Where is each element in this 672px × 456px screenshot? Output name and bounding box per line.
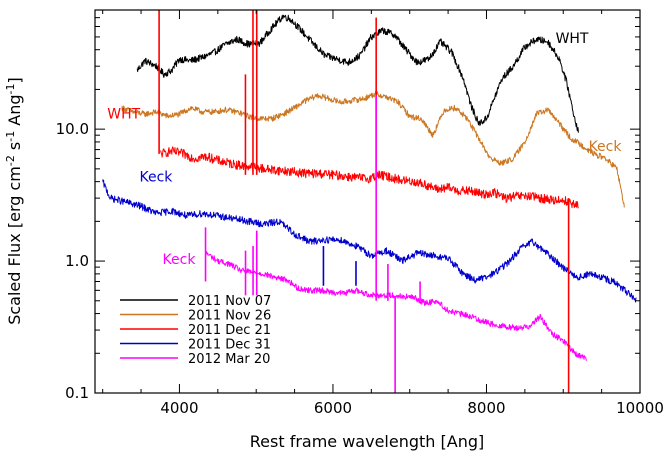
y-axis-title-part: Ang [5, 94, 24, 130]
axes-layer: 4000 6000 8000 10000 0.1 1.0 10.0 [56, 9, 664, 417]
x-tick-label: 8000 [467, 399, 505, 417]
y-axis-title-part: s [5, 142, 24, 155]
series-line-1 [136, 14, 579, 133]
instrument-label: WHT [107, 107, 140, 123]
legend-label: 2011 Dec 21 [188, 323, 271, 338]
instrument-label: WHT [556, 31, 589, 47]
y-tick-label: 0.1 [65, 384, 89, 402]
instrument-label: Keck [589, 139, 623, 155]
y-axis-title-superscript: -2 [4, 155, 17, 166]
legend-label: 2011 Dec 31 [188, 338, 271, 353]
y-tick-label: 10.0 [56, 120, 89, 138]
legend-label: 2012 Mar 20 [188, 352, 270, 367]
series-line-3 [159, 146, 579, 209]
y-tick-label: 1.0 [65, 252, 89, 270]
series-line-4 [102, 179, 637, 303]
x-axis-title: Rest frame wavelength [Ang] [250, 432, 484, 451]
y-axis-title-superscript: -1 [4, 83, 17, 94]
instrument-label: Keck [163, 252, 197, 268]
instrument-label: Keck [140, 170, 174, 186]
series-line-2 [121, 90, 625, 208]
y-axis-title: Scaled Flux [erg cm-2 s-1 Ang-1] [4, 77, 24, 325]
y-axis-title-superscript: -1 [4, 131, 17, 142]
x-tick-label: 4000 [160, 399, 198, 417]
series-layer [102, 14, 637, 361]
y-axis-title-part: ] [5, 77, 24, 83]
series-line-5 [205, 250, 587, 361]
x-tick-label: 6000 [314, 399, 352, 417]
x-tick-label: 10000 [616, 399, 664, 417]
y-axis-title-part: Scaled Flux [erg cm [5, 166, 24, 325]
plot-frame [94, 9, 641, 394]
annotation-layer: WHT WHT Keck Keck Keck [107, 31, 622, 268]
spike-layer [158, 10, 570, 393]
legend-label: 2011 Nov 26 [188, 309, 271, 324]
legend-label: 2011 Nov 07 [188, 294, 271, 309]
